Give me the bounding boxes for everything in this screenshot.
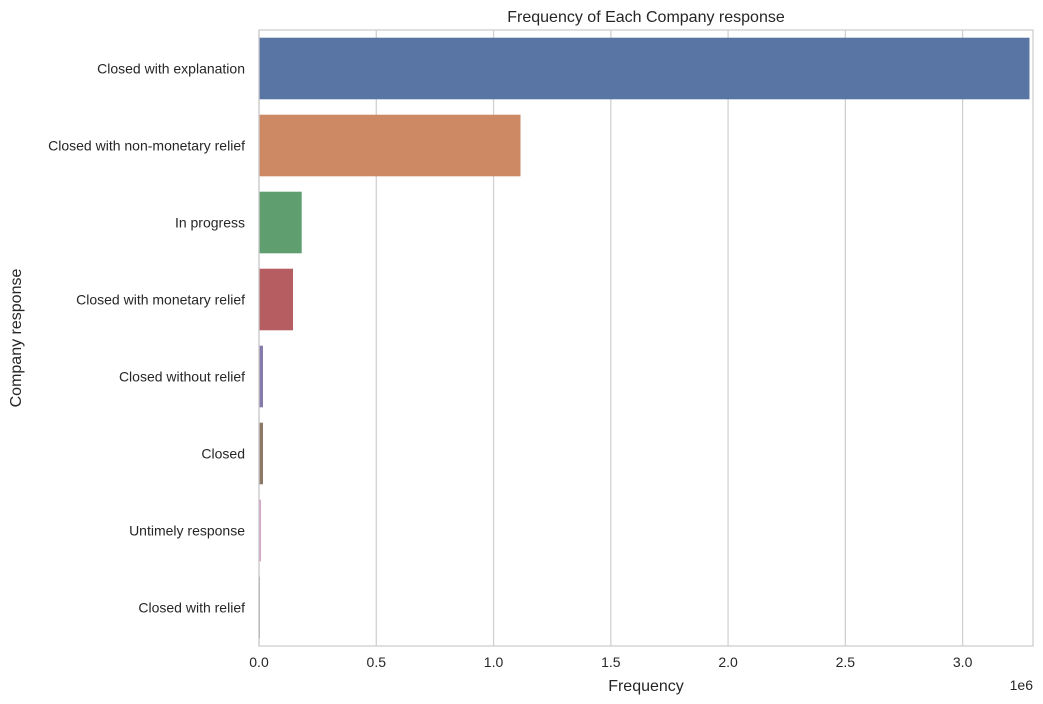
category-label: In progress [175, 215, 245, 231]
category-labels: Closed with explanation Closed with non-m… [48, 61, 245, 616]
category-label: Closed with monetary relief [76, 292, 245, 308]
category-label: Closed with non-monetary relief [48, 138, 245, 154]
plot-frame [258, 29, 1034, 647]
y-axis-title: Company response [8, 269, 25, 408]
x-scale-offset-label: 1e6 [1010, 677, 1034, 693]
category-label: Closed without relief [119, 369, 245, 385]
x-tick-label: 0.5 [367, 654, 387, 670]
x-axis-title: Frequency [608, 678, 684, 695]
bar [259, 37, 1030, 100]
bar [259, 114, 521, 177]
x-tick-label: 2.5 [836, 654, 856, 670]
category-label: Closed with relief [138, 600, 245, 616]
bar [259, 422, 263, 485]
x-tick-label: 1.0 [484, 654, 504, 670]
x-tick-labels: 0.0 0.5 1.0 1.5 2.0 2.5 3.0 [249, 654, 972, 670]
bar [259, 499, 261, 562]
category-label: Untimely response [129, 523, 245, 539]
x-tick-label: 0.0 [249, 654, 269, 670]
x-tick-label: 3.0 [953, 654, 973, 670]
category-label: Closed with explanation [97, 61, 245, 77]
bars [259, 37, 1030, 639]
bar [259, 268, 294, 331]
bar [259, 345, 263, 408]
chart-title: Frequency of Each Company response [507, 9, 785, 26]
category-label: Closed [201, 446, 245, 462]
x-tick-label: 1.5 [601, 654, 621, 670]
x-tick-label: 2.0 [718, 654, 738, 670]
bar [259, 191, 302, 254]
